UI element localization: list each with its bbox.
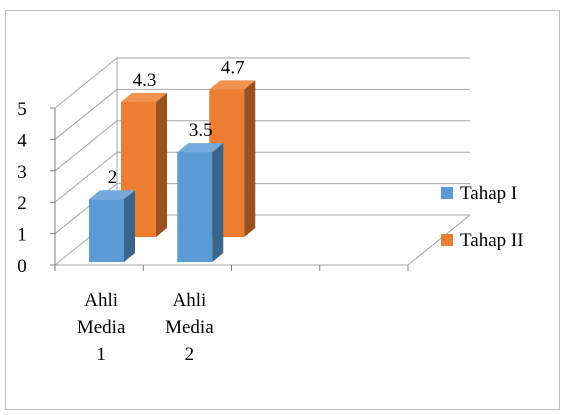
bar-front bbox=[177, 152, 213, 262]
bar-top bbox=[89, 190, 135, 200]
category-label: Ahli bbox=[84, 290, 118, 311]
bar-front bbox=[89, 199, 124, 262]
data-label: 3.5 bbox=[189, 120, 213, 141]
bar-top bbox=[177, 143, 224, 153]
legend-swatch bbox=[441, 234, 453, 246]
data-label: 4.7 bbox=[221, 57, 245, 78]
y-tick-label: 4 bbox=[17, 130, 27, 151]
bar-side bbox=[212, 143, 224, 262]
legend-swatch bbox=[441, 187, 453, 199]
category-label: 2 bbox=[185, 344, 195, 365]
y-tick-label: 2 bbox=[17, 193, 27, 214]
bar-top bbox=[209, 80, 256, 90]
category-label: 1 bbox=[96, 344, 106, 365]
category-label: Media bbox=[165, 317, 214, 338]
data-label: 4.3 bbox=[133, 70, 157, 91]
category-label: Ahli bbox=[172, 290, 206, 311]
legend-label: Tahap II bbox=[460, 230, 524, 251]
bar-side bbox=[244, 80, 256, 237]
bar-top bbox=[121, 92, 167, 102]
bar-side bbox=[156, 92, 167, 237]
y-tick-label: 5 bbox=[17, 99, 27, 120]
y-tick-label: 3 bbox=[17, 162, 27, 183]
bar-side bbox=[124, 190, 135, 262]
legend-label: Tahap I bbox=[460, 183, 517, 204]
y-tick-label: 1 bbox=[17, 225, 27, 246]
category-label: Media bbox=[77, 317, 126, 338]
y-tick-label: 0 bbox=[17, 256, 27, 277]
data-label: 2 bbox=[108, 167, 118, 188]
